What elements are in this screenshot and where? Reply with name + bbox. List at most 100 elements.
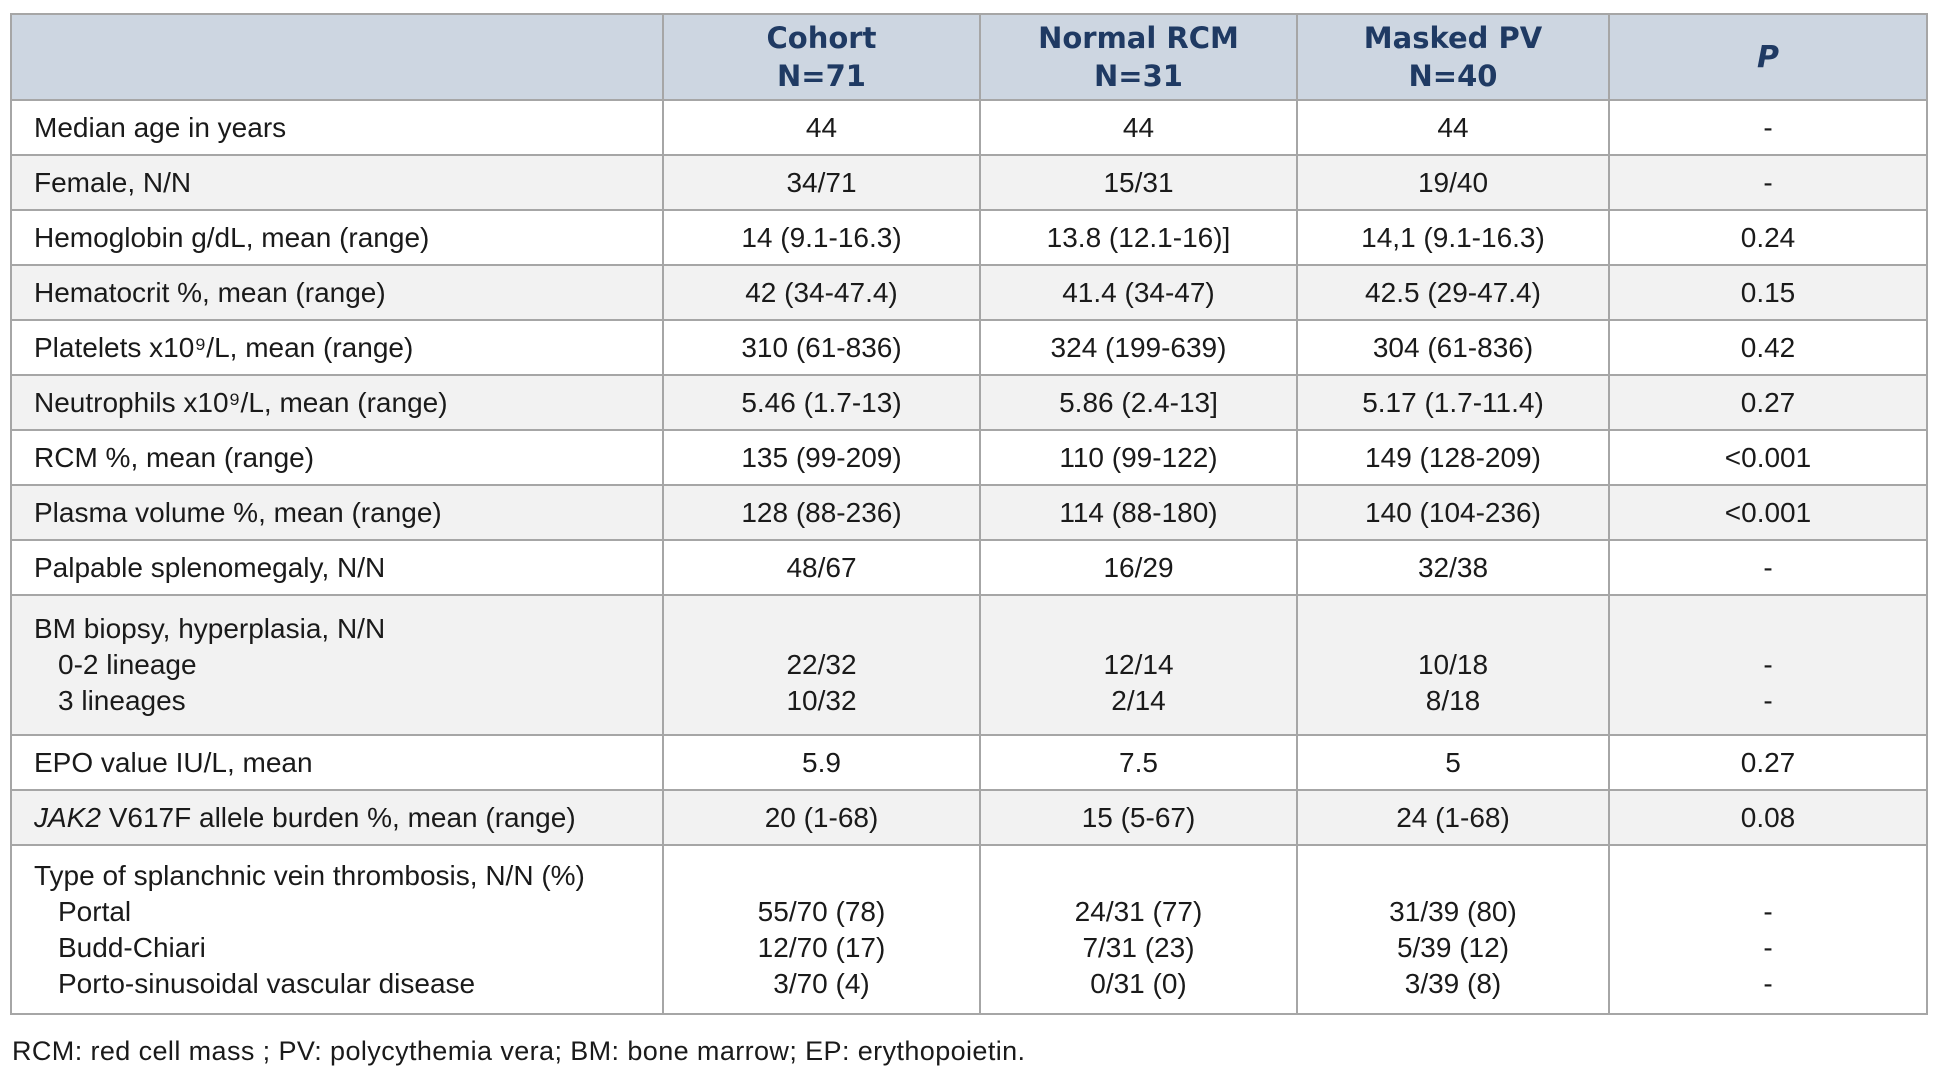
row-label-subitem: Porto-sinusoidal vascular disease xyxy=(58,967,476,999)
cell-masked-pv: 10/18 8/18 xyxy=(1296,594,1610,736)
cell-line: 24/31 (77) xyxy=(1074,895,1203,927)
cell-cohort: 22/32 10/32 xyxy=(662,594,981,736)
cell-line: 8/18 xyxy=(1425,685,1481,716)
cell-masked-pv: 24 (1-68) xyxy=(1296,789,1610,846)
cell-masked-pv: 5 xyxy=(1296,734,1610,791)
cell-cohort: 34/71 xyxy=(662,154,981,211)
table-row-female: Female, N/N 34/71 15/31 19/40 - xyxy=(10,154,1928,211)
cell-line: 5/39 (12) xyxy=(1396,931,1510,963)
cell-line xyxy=(670,611,973,647)
row-label-subitem: 0-2 lineage xyxy=(58,649,197,680)
cell-line: 10/18 xyxy=(1417,649,1489,680)
cell-normal-rcm: 16/29 xyxy=(979,539,1298,596)
row-label: Hematocrit %, mean (range) xyxy=(10,264,664,321)
table-row-hematocrit: Hematocrit %, mean (range) 42 (34-47.4) … xyxy=(10,264,1928,321)
cell-p: - - xyxy=(1608,594,1928,736)
header-normal-rcm-line1: Normal RCM xyxy=(1038,21,1239,55)
cell-normal-rcm: 5.86 (2.4-13] xyxy=(979,374,1298,431)
row-label: Type of splanchnic vein thrombosis, N/N … xyxy=(10,844,664,1015)
row-label: Plasma volume %, mean (range) xyxy=(10,484,664,541)
cell-line: - xyxy=(1763,931,1773,963)
row-label: RCM %, mean (range) xyxy=(10,429,664,486)
cell-line xyxy=(670,858,973,894)
cell-normal-rcm: 24/31 (77) 7/31 (23) 0/31 (0) xyxy=(979,844,1298,1015)
header-corner xyxy=(10,13,664,101)
cell-masked-pv: 44 xyxy=(1296,99,1610,156)
cell-p: 0.24 xyxy=(1608,209,1928,266)
cell-line: - xyxy=(1763,895,1773,927)
cell-line xyxy=(1616,858,1920,894)
table-row-plasma-volume: Plasma volume %, mean (range) 128 (88-23… xyxy=(10,484,1928,541)
cell-line: 7/31 (23) xyxy=(1082,931,1195,963)
cell-masked-pv: 5.17 (1.7-11.4) xyxy=(1296,374,1610,431)
cell-masked-pv: 32/38 xyxy=(1296,539,1610,596)
row-label: EPO value IU/L, mean xyxy=(10,734,664,791)
cell-line: - xyxy=(1763,685,1773,716)
cell-p: 0.27 xyxy=(1608,734,1928,791)
cell-line: 10/32 xyxy=(786,685,857,716)
row-label-subitem: Budd-Chiari xyxy=(58,931,206,963)
cell-masked-pv: 149 (128-209) xyxy=(1296,429,1610,486)
cell-p: <0.001 xyxy=(1608,484,1928,541)
cell-line xyxy=(987,858,1290,894)
cell-line xyxy=(1304,858,1602,894)
cell-p: - - - xyxy=(1608,844,1928,1015)
cell-normal-rcm: 15/31 xyxy=(979,154,1298,211)
row-label-subitem: 3 lineages xyxy=(58,685,186,716)
header-masked-pv-line1: Masked PV xyxy=(1363,21,1543,55)
cell-line: - xyxy=(1763,649,1773,680)
cell-masked-pv: 140 (104-236) xyxy=(1296,484,1610,541)
cell-line: 0/31 (0) xyxy=(1090,967,1187,999)
cell-cohort: 5.9 xyxy=(662,734,981,791)
cell-normal-rcm: 114 (88-180) xyxy=(979,484,1298,541)
cell-cohort: 14 (9.1-16.3) xyxy=(662,209,981,266)
cell-cohort: 5.46 (1.7-13) xyxy=(662,374,981,431)
cell-p: 0.15 xyxy=(1608,264,1928,321)
cell-p: <0.001 xyxy=(1608,429,1928,486)
cell-p: 0.27 xyxy=(1608,374,1928,431)
table-row-thrombosis-type: Type of splanchnic vein thrombosis, N/N … xyxy=(10,844,1928,1015)
header-masked-pv-line2: N=40 xyxy=(1408,59,1498,93)
table-row-hemoglobin: Hemoglobin g/dL, mean (range) 14 (9.1-16… xyxy=(10,209,1928,266)
table-row-platelets: Platelets x10⁹/L, mean (range) 310 (61-8… xyxy=(10,319,1928,376)
table-row-epo: EPO value IU/L, mean 5.9 7.5 5 0.27 xyxy=(10,734,1928,791)
cell-cohort: 44 xyxy=(662,99,981,156)
cell-p: 0.42 xyxy=(1608,319,1928,376)
cell-normal-rcm: 110 (99-122) xyxy=(979,429,1298,486)
header-p-value: P xyxy=(1608,13,1928,101)
header-cohort-line1: Cohort xyxy=(766,21,877,55)
table-row-bm-biopsy: BM biopsy, hyperplasia, N/N 0-2 lineage … xyxy=(10,594,1928,736)
cell-cohort: 48/67 xyxy=(662,539,981,596)
cell-masked-pv: 42.5 (29-47.4) xyxy=(1296,264,1610,321)
cell-line: 2/14 xyxy=(1111,685,1166,716)
abbreviations-footnote: RCM: red cell mass ; PV: polycythemia ve… xyxy=(12,1036,1026,1066)
row-label: Hemoglobin g/dL, mean (range) xyxy=(10,209,664,266)
cell-normal-rcm: 13.8 (12.1-16)] xyxy=(979,209,1298,266)
patient-characteristics-table: Cohort N=71 Normal RCM N=31 Masked PV N=… xyxy=(10,13,1928,1015)
cell-cohort: 135 (99-209) xyxy=(662,429,981,486)
row-label-subitem: Portal xyxy=(58,895,132,927)
cell-line: 31/39 (80) xyxy=(1389,895,1517,927)
cell-cohort: 128 (88-236) xyxy=(662,484,981,541)
cell-line xyxy=(1304,611,1602,647)
header-row: Cohort N=71 Normal RCM N=31 Masked PV N=… xyxy=(10,13,1928,101)
cell-p: - xyxy=(1608,539,1928,596)
cell-p: 0.08 xyxy=(1608,789,1928,846)
row-label: Median age in years xyxy=(10,99,664,156)
row-label: JAK2 V617F allele burden %, mean (range) xyxy=(10,789,664,846)
cell-line: 12/14 xyxy=(1103,649,1174,680)
row-label-line: Type of splanchnic vein thrombosis, N/N … xyxy=(34,859,585,891)
cell-masked-pv: 304 (61-836) xyxy=(1296,319,1610,376)
row-label: Female, N/N xyxy=(10,154,664,211)
cell-normal-rcm: 7.5 xyxy=(979,734,1298,791)
table-row-median-age: Median age in years 44 44 44 - xyxy=(10,99,1928,156)
table-row-neutrophils: Neutrophils x10⁹/L, mean (range) 5.46 (1… xyxy=(10,374,1928,431)
cell-normal-rcm: 15 (5-67) xyxy=(979,789,1298,846)
cell-line: 3/39 (8) xyxy=(1404,967,1502,999)
cell-p: - xyxy=(1608,99,1928,156)
cell-cohort: 55/70 (78) 12/70 (17) 3/70 (4) xyxy=(662,844,981,1015)
header-normal-rcm: Normal RCM N=31 xyxy=(979,13,1298,101)
cell-cohort: 42 (34-47.4) xyxy=(662,264,981,321)
row-label: Neutrophils x10⁹/L, mean (range) xyxy=(10,374,664,431)
cell-line: 22/32 xyxy=(786,649,857,680)
